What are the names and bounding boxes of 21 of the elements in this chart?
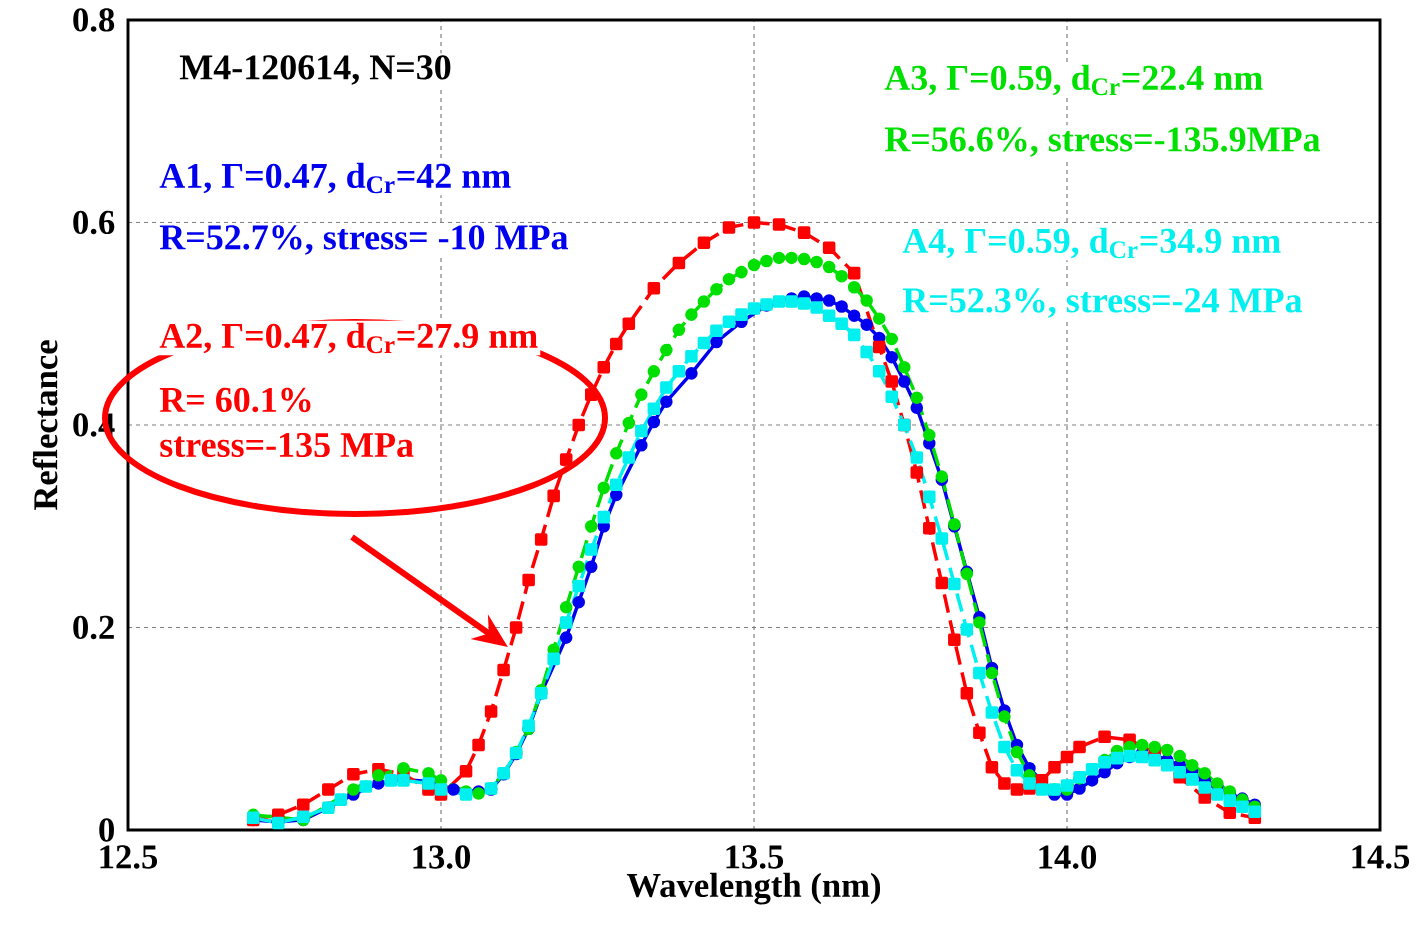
x-tick-label: 12.5: [100, 845, 158, 869]
y-axis-title: Reflectance: [32, 340, 58, 511]
x-tick-label: 14.5: [1352, 845, 1410, 869]
text: A4, Γ=0.59, d$_{Cr}$=34.9 nm: [902, 227, 1281, 259]
annotation: M4-120614, N=30: [179, 55, 451, 85]
y-tick-label: 0.2: [73, 615, 114, 640]
annotation: R=56.6%, stress=-135.9MPa: [884, 127, 1321, 157]
text: A3, Γ=0.59, d$_{Cr}$=22.4 nm: [884, 64, 1263, 96]
annotation: R=52.3%, stress=-24 MPa: [902, 288, 1303, 318]
y-tick-label: 0.6: [73, 210, 115, 235]
x-axis-title: Wavelength (nm): [626, 872, 881, 905]
text: A1, Γ=0.47, d$_{Cr}$=42 nm: [159, 162, 511, 194]
y-tick-label: 0.8: [73, 8, 115, 32]
series-label: A2, Γ=0.47, d$_{Cr}$=27.9 nm: [159, 322, 538, 354]
annotation: R= 60.1%: [159, 387, 311, 413]
x-tick-label: 13.5: [726, 845, 784, 869]
x-tick-label: 14.0: [1039, 845, 1097, 869]
annotation: stress=-135 MPa: [160, 432, 414, 458]
annotation: R=52.7%, stress= -10 MPa: [159, 225, 569, 255]
y-tick-label: 0: [99, 818, 114, 842]
x-tick-label: 13.0: [413, 845, 471, 869]
